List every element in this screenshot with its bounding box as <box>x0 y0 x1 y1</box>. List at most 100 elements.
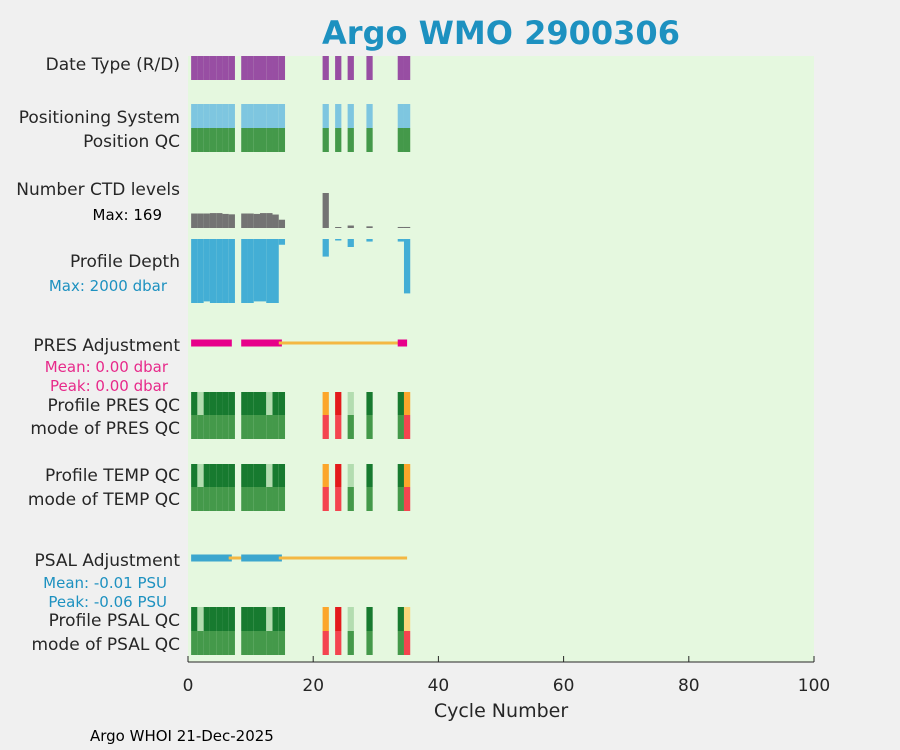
ctd-levels-bar-cycle-35 <box>403 226 411 228</box>
cell-position-qc-cycle-35 <box>403 128 411 152</box>
cell-mode-temp-qc-cycle-4 <box>209 487 217 511</box>
cell-positioning-system-cycle-9 <box>241 104 248 128</box>
ctd-levels-bar-cycle-4 <box>209 213 217 228</box>
ctd-levels-bar-cycle-9 <box>241 213 248 228</box>
cell-positioning-system-cycle-24 <box>335 104 342 128</box>
cell-mode-temp-qc-cycle-15 <box>278 487 286 511</box>
cell-positioning-system-cycle-26 <box>347 104 354 128</box>
x-tick-label-40: 40 <box>428 676 450 696</box>
cell-mode-psal-qc-cycle-14 <box>272 631 279 655</box>
cell-mode-psal-qc-cycle-6 <box>222 631 229 655</box>
cell-profile-temp-qc-cycle-11 <box>253 464 260 487</box>
cell-profile-pres-qc-cycle-24 <box>335 392 342 415</box>
cell-profile-temp-qc-cycle-22 <box>322 464 329 487</box>
psal-adjustment-segment-0 <box>191 554 232 562</box>
cell-mode-psal-qc-cycle-7 <box>228 631 235 655</box>
cell-mode-pres-qc-cycle-5 <box>216 415 223 439</box>
profile-depth-bar-cycle-3 <box>203 239 210 302</box>
cell-profile-pres-qc-cycle-7 <box>228 392 235 415</box>
cell-position-qc-cycle-24 <box>335 128 342 152</box>
cell-mode-pres-qc-cycle-24 <box>335 415 342 439</box>
cell-position-qc-cycle-10 <box>247 128 254 152</box>
cell-position-qc-cycle-1 <box>191 128 198 152</box>
label-depth-max: Max: 2000 dbar <box>49 277 168 295</box>
ctd-levels-bar-cycle-7 <box>228 214 235 228</box>
cell-profile-pres-qc-cycle-4 <box>209 392 217 415</box>
cell-position-qc-cycle-6 <box>222 128 229 152</box>
profile-depth-bar-cycle-9 <box>241 239 248 303</box>
label-date-type: Date Type (R/D) <box>46 55 180 75</box>
cell-mode-psal-qc-cycle-15 <box>278 631 286 655</box>
pres-adjustment-segment-1 <box>241 339 282 347</box>
ctd-levels-bar-cycle-34 <box>397 226 404 228</box>
cell-profile-pres-qc-cycle-22 <box>322 392 329 415</box>
cell-profile-pres-qc-cycle-10 <box>247 392 254 415</box>
cell-position-qc-cycle-2 <box>197 128 204 152</box>
cell-mode-pres-qc-cycle-12 <box>259 415 267 439</box>
profile-depth-bar-cycle-7 <box>228 239 235 303</box>
profile-depth-bar-cycle-22 <box>322 239 329 257</box>
cell-mode-pres-qc-cycle-3 <box>203 415 210 439</box>
cell-profile-temp-qc-cycle-35 <box>403 464 411 487</box>
cell-mode-pres-qc-cycle-26 <box>347 415 354 439</box>
cell-date-type-cycle-15 <box>278 56 286 80</box>
cell-mode-psal-qc-cycle-26 <box>347 631 354 655</box>
cell-profile-temp-qc-cycle-6 <box>222 464 229 487</box>
cell-profile-pres-qc-cycle-13 <box>266 392 273 415</box>
cell-date-type-cycle-22 <box>322 56 329 80</box>
cell-positioning-system-cycle-22 <box>322 104 329 128</box>
x-axis-label: Cycle Number <box>434 700 568 722</box>
cell-profile-pres-qc-cycle-5 <box>216 392 223 415</box>
cell-profile-temp-qc-cycle-5 <box>216 464 223 487</box>
cell-profile-temp-qc-cycle-15 <box>278 464 286 487</box>
cell-mode-temp-qc-cycle-5 <box>216 487 223 511</box>
cell-profile-psal-qc-cycle-9 <box>241 607 248 631</box>
cell-positioning-system-cycle-10 <box>247 104 254 128</box>
cell-profile-pres-qc-cycle-3 <box>203 392 210 415</box>
label-positioning-system: Positioning System <box>19 108 180 128</box>
cell-profile-psal-qc-cycle-7 <box>228 607 235 631</box>
cell-date-type-cycle-10 <box>247 56 254 80</box>
psal-adjustment-segment-1 <box>228 556 245 560</box>
label-profile-pres-qc: Profile PRES QC <box>47 396 180 416</box>
cell-date-type-cycle-24 <box>335 56 342 80</box>
ctd-levels-bar-cycle-26 <box>347 225 354 228</box>
cell-profile-pres-qc-cycle-12 <box>259 392 267 415</box>
cell-position-qc-cycle-11 <box>253 128 260 152</box>
cell-positioning-system-cycle-35 <box>403 104 411 128</box>
cell-date-type-cycle-29 <box>366 56 373 80</box>
cell-mode-psal-qc-cycle-35 <box>403 631 411 655</box>
cell-mode-psal-qc-cycle-5 <box>216 631 223 655</box>
cell-date-type-cycle-5 <box>216 56 223 80</box>
cell-profile-temp-qc-cycle-13 <box>266 464 273 487</box>
cell-mode-psal-qc-cycle-3 <box>203 631 210 655</box>
psal-adjustment-segment-3 <box>278 556 408 560</box>
cell-profile-psal-qc-cycle-10 <box>247 607 254 631</box>
cell-date-type-cycle-9 <box>241 56 248 80</box>
cell-profile-psal-qc-cycle-14 <box>272 607 279 631</box>
profile-depth-bar-cycle-35 <box>403 239 411 294</box>
cell-mode-temp-qc-cycle-2 <box>197 487 204 511</box>
cell-profile-psal-qc-cycle-26 <box>347 607 354 631</box>
label-mode-temp-qc: mode of TEMP QC <box>28 490 180 510</box>
label-mode-psal-qc: mode of PSAL QC <box>31 635 180 655</box>
ctd-levels-bar-cycle-15 <box>278 219 286 228</box>
cell-mode-temp-qc-cycle-22 <box>322 487 329 511</box>
ctd-levels-bar-cycle-10 <box>247 213 254 228</box>
cell-profile-psal-qc-cycle-13 <box>266 607 273 631</box>
cell-positioning-system-cycle-13 <box>266 104 273 128</box>
ctd-levels-bar-cycle-11 <box>253 213 260 228</box>
cell-mode-temp-qc-cycle-1 <box>191 487 198 511</box>
profile-depth-bar-cycle-5 <box>216 239 223 303</box>
cell-date-type-cycle-34 <box>397 56 404 80</box>
label-mode-pres-qc: mode of PRES QC <box>30 419 180 439</box>
ctd-levels-bar-cycle-29 <box>366 226 373 228</box>
label-profile-psal-qc: Profile PSAL QC <box>49 611 180 631</box>
x-tick-label-80: 80 <box>678 676 700 696</box>
cell-mode-pres-qc-cycle-10 <box>247 415 254 439</box>
label-ctd-max: Max: 169 <box>93 206 162 224</box>
cell-profile-psal-qc-cycle-1 <box>191 607 198 631</box>
cell-mode-psal-qc-cycle-1 <box>191 631 198 655</box>
cell-profile-pres-qc-cycle-9 <box>241 392 248 415</box>
cell-position-qc-cycle-5 <box>216 128 223 152</box>
